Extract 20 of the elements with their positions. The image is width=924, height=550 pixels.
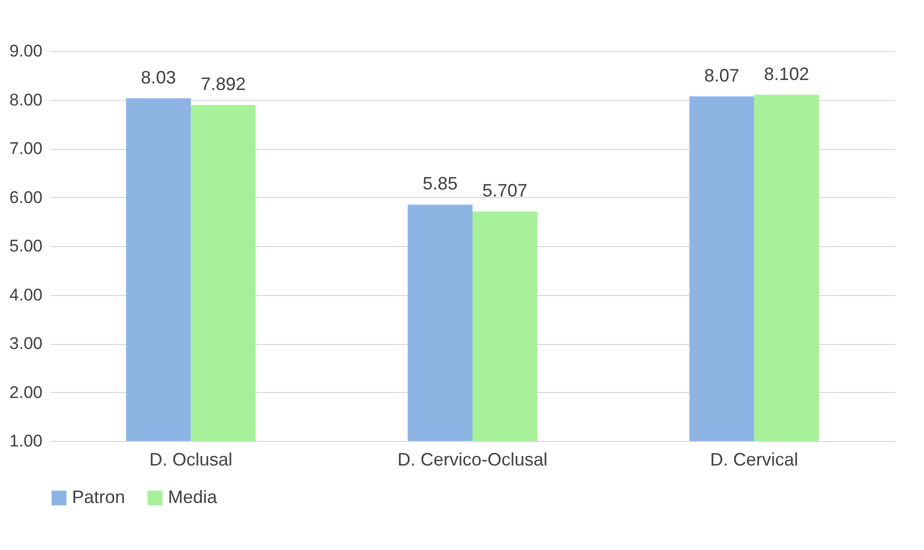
y-tick-label: 3.00 xyxy=(9,334,42,353)
y-tick-label: 2.00 xyxy=(9,382,42,402)
y-tick-label: 4.00 xyxy=(9,285,42,304)
x-tick-label: D. Cervico-Oclusal xyxy=(397,450,548,470)
data-label: 7.892 xyxy=(200,74,246,94)
x-tick-label: D. Cervical xyxy=(710,450,798,470)
legend-label: Media xyxy=(168,487,218,507)
y-tick-label: 1.00 xyxy=(9,432,42,450)
y-tick-label: 7.00 xyxy=(9,139,42,158)
y-tick-label: 9.00 xyxy=(9,42,42,60)
y-tick-label: 8.00 xyxy=(9,90,42,110)
data-label: 8.03 xyxy=(140,67,176,88)
legend-label: Patron xyxy=(72,487,126,507)
y-tick-label: 6.00 xyxy=(9,188,42,207)
y-tick-label: 5.00 xyxy=(9,236,42,256)
data-label: 5.85 xyxy=(422,174,458,194)
data-label: 8.102 xyxy=(764,64,810,84)
x-tick-label: D. Oclusal xyxy=(149,450,232,470)
data-label: 5.707 xyxy=(482,180,528,201)
data-label: 8.07 xyxy=(704,65,740,86)
